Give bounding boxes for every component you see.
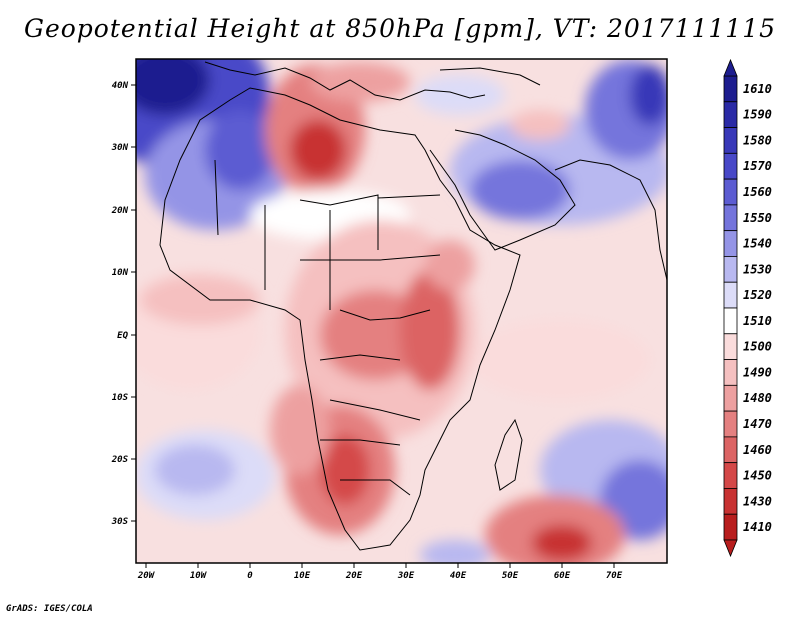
lon-tick-label: 70E	[606, 571, 623, 581]
lat-tick-label: 30S	[111, 517, 129, 527]
lat-tick-label: 10N	[112, 268, 129, 278]
colorbar-swatch	[723, 488, 738, 515]
colorbar-swatch	[723, 127, 738, 154]
lat-tick-label: 10S	[112, 393, 129, 403]
colorbar-label: 1580	[743, 133, 772, 147]
grads-credit: GrADS: IGES/COLA	[6, 604, 93, 614]
colorbar-legend: 1610 1590 1580 1570 1560 1550 1540 1530 1520 1510…	[723, 58, 772, 558]
lon-tick-label: 50E	[502, 571, 519, 581]
lat-tick-label: 20N	[111, 206, 129, 216]
colorbar-label: 1610	[743, 82, 772, 96]
colorbar-label: 1520	[743, 288, 772, 302]
colorbar-top-arrow	[723, 58, 738, 77]
colorbar-label: 1430	[743, 494, 772, 508]
lon-tick-label: 10E	[294, 571, 311, 581]
lon-tick-label: 60E	[554, 571, 571, 581]
colorbar-label: 1540	[743, 237, 772, 251]
colorbar-swatch	[723, 436, 738, 464]
lon-tick-label: 40E	[450, 571, 467, 581]
colorbar-label: 1460	[743, 443, 772, 457]
colorbar-label: 1410	[743, 520, 772, 534]
colorbar-label: 1570	[743, 159, 772, 173]
colorbar-swatch	[723, 384, 738, 412]
lat-tick-label: 40N	[112, 81, 129, 91]
colorbar-label: 1560	[743, 185, 772, 199]
colorbar-swatch	[723, 410, 738, 438]
colorbar-swatch	[723, 333, 738, 360]
height-field	[136, 59, 667, 563]
lon-tick-label: 30E	[397, 571, 415, 581]
colorbar-swatch	[723, 152, 738, 180]
colorbar-bottom-arrow	[723, 539, 738, 558]
latitude-axis: 40N 30N 20N 10N EQ 10S 20S 30S	[111, 81, 136, 527]
colorbar-label: 1450	[743, 469, 772, 483]
colorbar-swatch	[723, 359, 738, 386]
colorbar-swatch	[723, 462, 738, 489]
colorbar-label: 1500	[743, 340, 772, 354]
colorbar-swatch	[723, 281, 738, 309]
colorbar-label: 1480	[743, 391, 772, 405]
colorbar-swatch	[723, 513, 738, 541]
colorbar-swatch	[723, 256, 738, 283]
colorbar-label: 1550	[743, 211, 772, 225]
map-title: Geopotential Height at 850hPa [gpm], VT:…	[23, 14, 777, 43]
colorbar-label: 1510	[743, 314, 772, 328]
colorbar-label: 1490	[743, 365, 772, 379]
colorbar-swatch	[723, 75, 738, 103]
map-frame	[135, 58, 668, 564]
colorbar-swatch	[723, 307, 738, 335]
lon-tick-label: 20W	[137, 571, 156, 581]
lon-tick-label: 10W	[190, 571, 208, 581]
longitude-axis: 20W 10W 0 10E 20E 30E 40E 50E 60E 70E	[137, 563, 623, 581]
colorbar-label: 1470	[743, 417, 772, 431]
colorbar-label: 1530	[743, 262, 772, 276]
colorbar-swatch	[723, 178, 738, 206]
colorbar-swatch	[723, 230, 738, 257]
lon-tick-label: 20E	[345, 571, 363, 581]
colorbar-swatch	[723, 204, 738, 232]
lat-tick-label: 30N	[111, 143, 129, 153]
colorbar-label: 1590	[743, 108, 772, 122]
lat-tick-label: EQ	[117, 331, 128, 341]
coastlines	[159, 61, 667, 551]
colorbar-swatch	[723, 101, 738, 128]
lat-tick-label: 20S	[111, 455, 129, 465]
lon-tick-label: 0	[247, 571, 253, 581]
